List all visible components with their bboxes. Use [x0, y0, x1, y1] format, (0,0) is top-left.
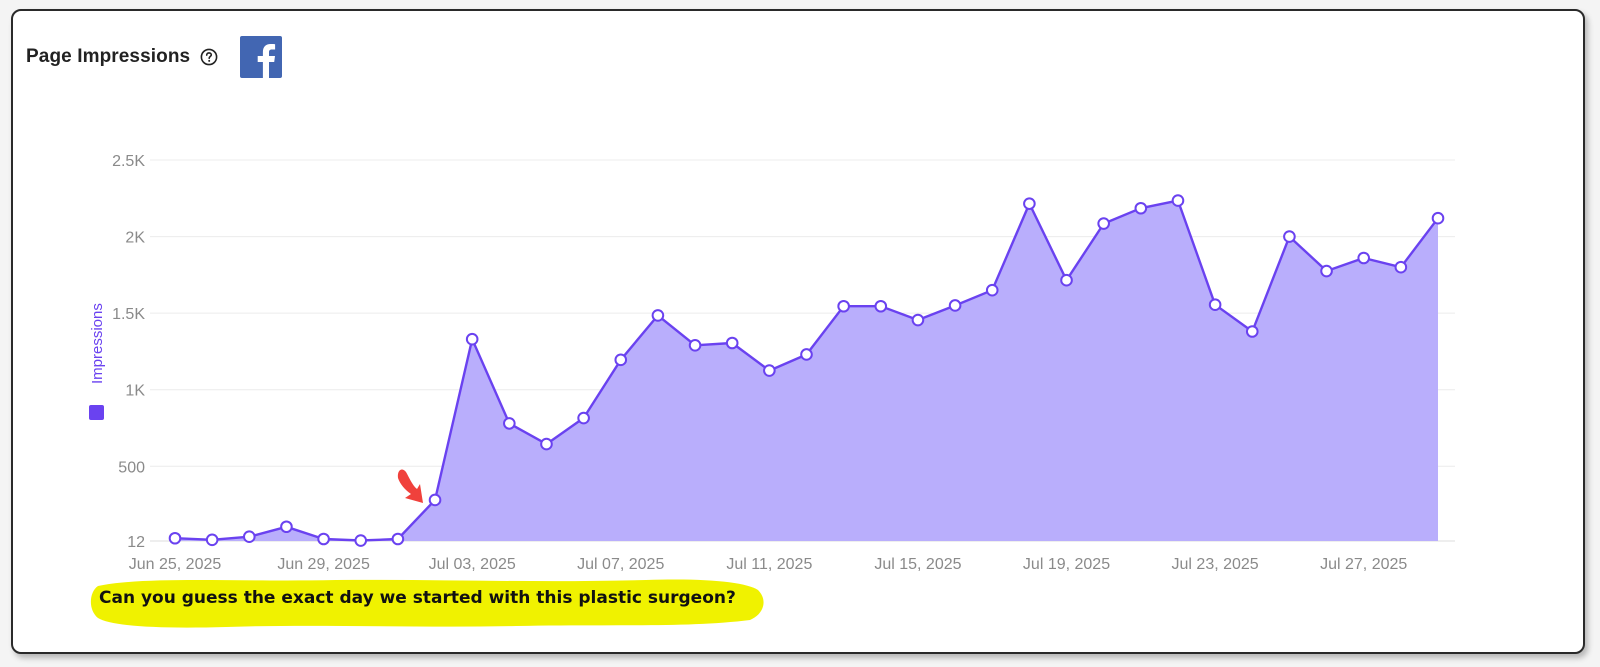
- data-point[interactable]: [688, 338, 702, 352]
- data-point[interactable]: [1134, 201, 1148, 215]
- data-point[interactable]: [242, 530, 256, 544]
- data-point[interactable]: [205, 533, 219, 547]
- x-tick-label: Jul 23, 2025: [1172, 556, 1259, 573]
- data-point[interactable]: [1283, 230, 1296, 243]
- data-point[interactable]: [614, 353, 628, 367]
- data-point[interactable]: [800, 348, 813, 361]
- data-point[interactable]: [911, 313, 925, 327]
- legend-swatch: [89, 405, 104, 420]
- y-tick-label: 12: [127, 534, 145, 551]
- caption-highlight: Can you guess the exact day we started w…: [86, 574, 766, 634]
- data-point[interactable]: [577, 411, 590, 425]
- data-point[interactable]: [948, 299, 962, 312]
- caption-text: Can you guess the exact day we started w…: [99, 588, 736, 608]
- data-point[interactable]: [317, 532, 330, 546]
- x-tick-label: Jun 25, 2025: [129, 556, 222, 573]
- data-point[interactable]: [837, 299, 850, 313]
- data-point[interactable]: [651, 309, 665, 322]
- question-circle-icon[interactable]: [200, 48, 218, 66]
- data-point[interactable]: [1060, 273, 1073, 287]
- x-tick-label: Jul 27, 2025: [1320, 556, 1407, 573]
- x-tick-labels: Jun 25, 2025 Jun 29, 2025 Jul 03, 2025 Jul …: [129, 556, 1408, 573]
- y-tick-label: 2.5K: [112, 153, 145, 170]
- data-point[interactable]: [1245, 325, 1259, 338]
- red-arrow-icon: [397, 469, 423, 503]
- data-point[interactable]: [1097, 217, 1110, 230]
- x-tick-label: Jul 15, 2025: [874, 556, 961, 573]
- data-point[interactable]: [465, 332, 479, 346]
- annotation-arrow: [397, 469, 423, 503]
- y-tick-label: 1.5K: [112, 306, 145, 323]
- x-tick-label: Jul 07, 2025: [577, 556, 664, 573]
- data-point[interactable]: [1357, 251, 1371, 265]
- data-point[interactable]: [540, 437, 553, 451]
- data-point[interactable]: [763, 364, 776, 377]
- data-point[interactable]: [1394, 260, 1408, 274]
- y-tick-label: 2K: [125, 230, 145, 247]
- x-tick-label: Jul 11, 2025: [726, 556, 812, 573]
- data-point[interactable]: [1208, 298, 1222, 312]
- data-point[interactable]: [985, 283, 999, 297]
- facebook-logo-icon: [240, 36, 283, 78]
- chart-title: Page Impressions: [26, 46, 191, 67]
- data-point[interactable]: [391, 532, 405, 546]
- y-axis-label: Impressions: [89, 303, 106, 384]
- y-tick-label: 500: [118, 459, 145, 476]
- data-point[interactable]: [874, 299, 888, 313]
- chart-header: Page Impressions: [26, 36, 283, 78]
- impressions-area: [175, 200, 1438, 541]
- highlighter-stroke: [90, 579, 764, 628]
- data-point[interactable]: [1023, 197, 1036, 210]
- data-point[interactable]: [428, 493, 442, 507]
- data-point[interactable]: [1431, 211, 1445, 225]
- y-axis-legend: Impressions: [89, 303, 106, 420]
- x-tick-label: Jul 19, 2025: [1023, 556, 1110, 573]
- data-point[interactable]: [1320, 264, 1333, 278]
- y-tick-labels: 12 500 1K 1.5K 2K 2.5K: [112, 153, 145, 551]
- y-tick-label: 1K: [125, 383, 145, 400]
- data-point[interactable]: [1171, 194, 1185, 207]
- data-markers: [168, 194, 1445, 547]
- x-tick-label: Jun 29, 2025: [277, 556, 370, 573]
- data-point[interactable]: [354, 534, 368, 547]
- data-point[interactable]: [280, 520, 293, 534]
- data-point[interactable]: [168, 531, 182, 545]
- x-tick-label: Jul 03, 2025: [429, 556, 516, 573]
- data-point[interactable]: [725, 336, 739, 350]
- data-point[interactable]: [503, 417, 516, 430]
